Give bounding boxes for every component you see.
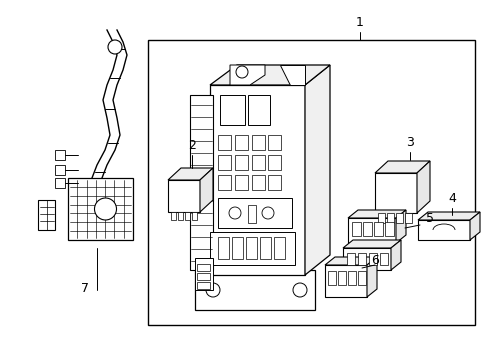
Circle shape xyxy=(236,66,247,78)
Polygon shape xyxy=(342,240,400,248)
Bar xyxy=(362,222,371,236)
Bar xyxy=(247,205,256,223)
Polygon shape xyxy=(325,257,376,265)
Polygon shape xyxy=(390,240,400,270)
Circle shape xyxy=(292,283,306,297)
Bar xyxy=(327,271,335,285)
Text: 6: 6 xyxy=(370,253,378,266)
Polygon shape xyxy=(280,65,305,85)
Polygon shape xyxy=(235,155,247,170)
Polygon shape xyxy=(184,212,190,220)
Bar xyxy=(197,282,209,289)
Polygon shape xyxy=(220,95,244,125)
Text: 4: 4 xyxy=(447,192,455,204)
Polygon shape xyxy=(38,200,55,230)
Polygon shape xyxy=(209,85,305,275)
Bar xyxy=(245,237,257,259)
Polygon shape xyxy=(251,175,264,190)
Circle shape xyxy=(205,283,220,297)
Polygon shape xyxy=(416,161,429,213)
Polygon shape xyxy=(200,168,213,212)
Polygon shape xyxy=(347,210,405,218)
Bar xyxy=(346,253,354,265)
Bar xyxy=(197,264,209,271)
Bar xyxy=(373,222,382,236)
Bar xyxy=(357,253,365,265)
Polygon shape xyxy=(55,165,65,175)
Polygon shape xyxy=(374,161,429,173)
Bar xyxy=(337,271,346,285)
Polygon shape xyxy=(55,150,65,160)
Bar xyxy=(218,237,228,259)
Polygon shape xyxy=(342,248,390,270)
Bar xyxy=(231,237,243,259)
Bar xyxy=(384,222,393,236)
Polygon shape xyxy=(251,155,264,170)
Polygon shape xyxy=(267,175,281,190)
Polygon shape xyxy=(192,212,197,220)
Bar xyxy=(368,253,376,265)
Bar xyxy=(347,271,355,285)
Polygon shape xyxy=(168,180,200,212)
Polygon shape xyxy=(190,95,213,270)
Text: 3: 3 xyxy=(405,135,413,149)
Circle shape xyxy=(228,207,241,219)
Polygon shape xyxy=(209,232,294,265)
Polygon shape xyxy=(469,212,479,240)
Polygon shape xyxy=(235,175,247,190)
Polygon shape xyxy=(325,265,366,297)
Polygon shape xyxy=(395,213,402,223)
Polygon shape xyxy=(395,210,405,243)
Polygon shape xyxy=(386,213,393,223)
Polygon shape xyxy=(417,212,479,220)
Polygon shape xyxy=(267,155,281,170)
Bar xyxy=(68,178,133,240)
Text: 1: 1 xyxy=(355,15,363,28)
Polygon shape xyxy=(229,65,264,85)
Bar xyxy=(351,222,360,236)
Polygon shape xyxy=(55,178,65,188)
Bar xyxy=(273,237,285,259)
Bar xyxy=(379,253,387,265)
Text: 2: 2 xyxy=(188,139,196,152)
Polygon shape xyxy=(366,257,376,297)
Circle shape xyxy=(94,198,116,220)
Circle shape xyxy=(262,207,273,219)
Polygon shape xyxy=(218,155,230,170)
Polygon shape xyxy=(374,173,416,213)
Polygon shape xyxy=(267,135,281,150)
Polygon shape xyxy=(178,212,183,220)
Bar xyxy=(148,40,474,325)
Polygon shape xyxy=(171,212,176,220)
Polygon shape xyxy=(218,198,291,228)
Polygon shape xyxy=(404,213,411,223)
Bar xyxy=(197,273,209,280)
Polygon shape xyxy=(251,135,264,150)
Polygon shape xyxy=(235,135,247,150)
Polygon shape xyxy=(218,175,230,190)
Polygon shape xyxy=(168,168,213,180)
Text: 7: 7 xyxy=(81,282,89,294)
Bar xyxy=(260,237,270,259)
Text: 5: 5 xyxy=(425,212,433,225)
Bar xyxy=(357,271,365,285)
Circle shape xyxy=(108,40,122,54)
Polygon shape xyxy=(195,258,213,290)
Polygon shape xyxy=(209,65,329,85)
Polygon shape xyxy=(305,65,329,275)
Polygon shape xyxy=(247,95,269,125)
Polygon shape xyxy=(218,135,230,150)
Polygon shape xyxy=(417,220,469,240)
Polygon shape xyxy=(195,270,314,310)
Polygon shape xyxy=(347,218,395,243)
Polygon shape xyxy=(377,213,384,223)
